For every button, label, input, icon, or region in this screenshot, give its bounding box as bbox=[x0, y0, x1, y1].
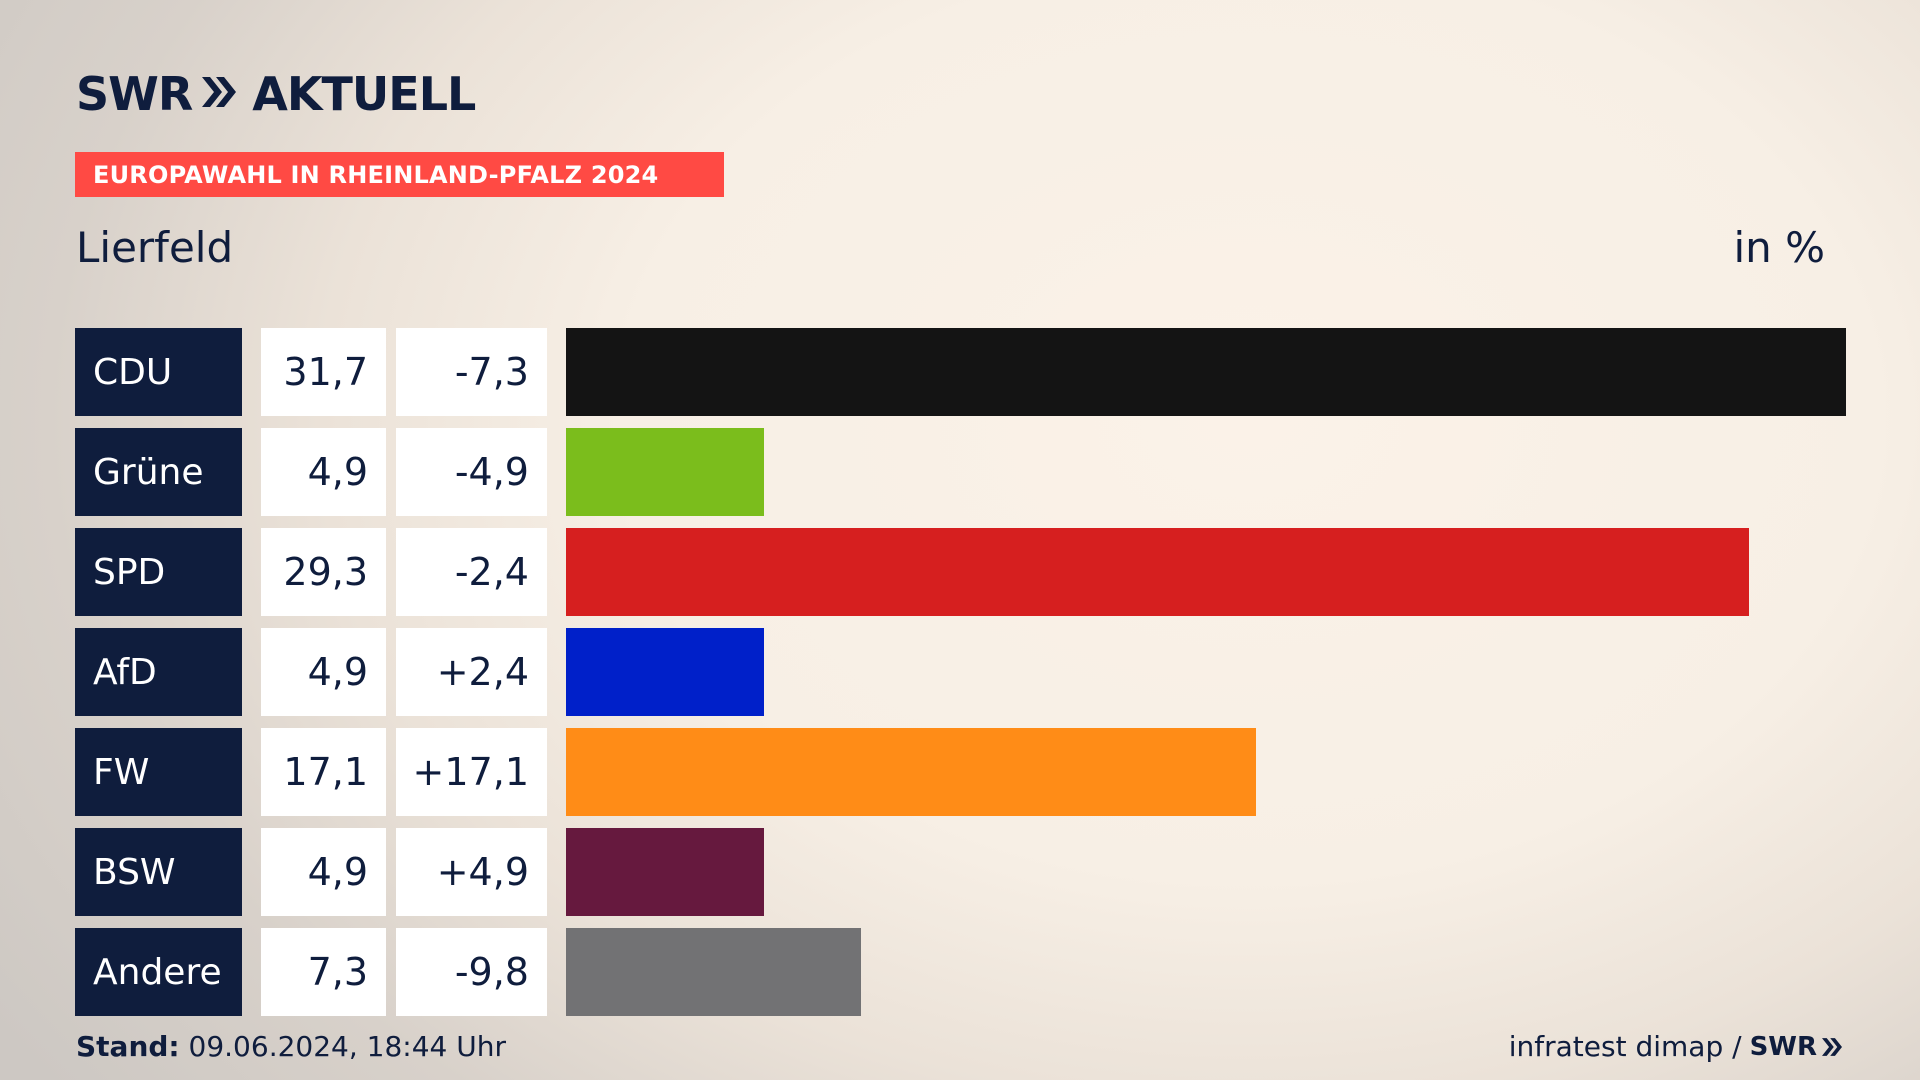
party-label: SPD bbox=[75, 528, 242, 616]
footer-chevron-icon bbox=[1822, 1038, 1842, 1056]
election-title: EUROPAWAHL IN RHEINLAND-PFALZ 2024 bbox=[93, 160, 659, 189]
party-label: FW bbox=[75, 728, 242, 816]
logo-brand-right: AKTUELL bbox=[252, 67, 476, 121]
footer-brand-text: SWR bbox=[1749, 1032, 1817, 1062]
change-label: -4,9 bbox=[396, 428, 547, 516]
party-label: BSW bbox=[75, 828, 242, 916]
location-title: Lierfeld bbox=[76, 223, 234, 272]
result-bar bbox=[566, 428, 764, 516]
party-label: CDU bbox=[75, 328, 242, 416]
swr-aktuell-logo: SWR AKTUELL bbox=[76, 66, 476, 122]
party-label: Grüne bbox=[75, 428, 242, 516]
result-bar bbox=[566, 728, 1256, 816]
change-label: -2,4 bbox=[396, 528, 547, 616]
source-credit: infratest dimap / SWR bbox=[1509, 1030, 1844, 1064]
result-bar bbox=[566, 928, 861, 1016]
value-label: 4,9 bbox=[261, 428, 386, 516]
change-label: -9,8 bbox=[396, 928, 547, 1016]
election-title-banner: EUROPAWAHL IN RHEINLAND-PFALZ 2024 bbox=[75, 152, 724, 197]
result-bar bbox=[566, 528, 1749, 616]
logo-brand-left: SWR bbox=[76, 67, 193, 121]
result-bar bbox=[566, 828, 764, 916]
value-label: 4,9 bbox=[261, 828, 386, 916]
value-label: 29,3 bbox=[261, 528, 386, 616]
timestamp: Stand: 09.06.2024, 18:44 Uhr bbox=[76, 1030, 506, 1064]
result-bar bbox=[566, 628, 764, 716]
footer-swr-logo: SWR bbox=[1750, 1030, 1844, 1064]
party-label: Andere bbox=[75, 928, 242, 1016]
unit-label: in % bbox=[1733, 223, 1825, 272]
source-text: infratest dimap / bbox=[1508, 1030, 1742, 1063]
double-chevron-icon bbox=[200, 75, 238, 113]
stand-value: 09.06.2024, 18:44 Uhr bbox=[188, 1030, 506, 1063]
value-label: 17,1 bbox=[261, 728, 386, 816]
stand-label: Stand: bbox=[76, 1030, 180, 1063]
value-label: 31,7 bbox=[261, 328, 386, 416]
party-label: AfD bbox=[75, 628, 242, 716]
result-bar bbox=[566, 328, 1846, 416]
change-label: +2,4 bbox=[396, 628, 547, 716]
value-label: 7,3 bbox=[261, 928, 386, 1016]
value-label: 4,9 bbox=[261, 628, 386, 716]
change-label: +4,9 bbox=[396, 828, 547, 916]
change-label: -7,3 bbox=[396, 328, 547, 416]
change-label: +17,1 bbox=[396, 728, 547, 816]
